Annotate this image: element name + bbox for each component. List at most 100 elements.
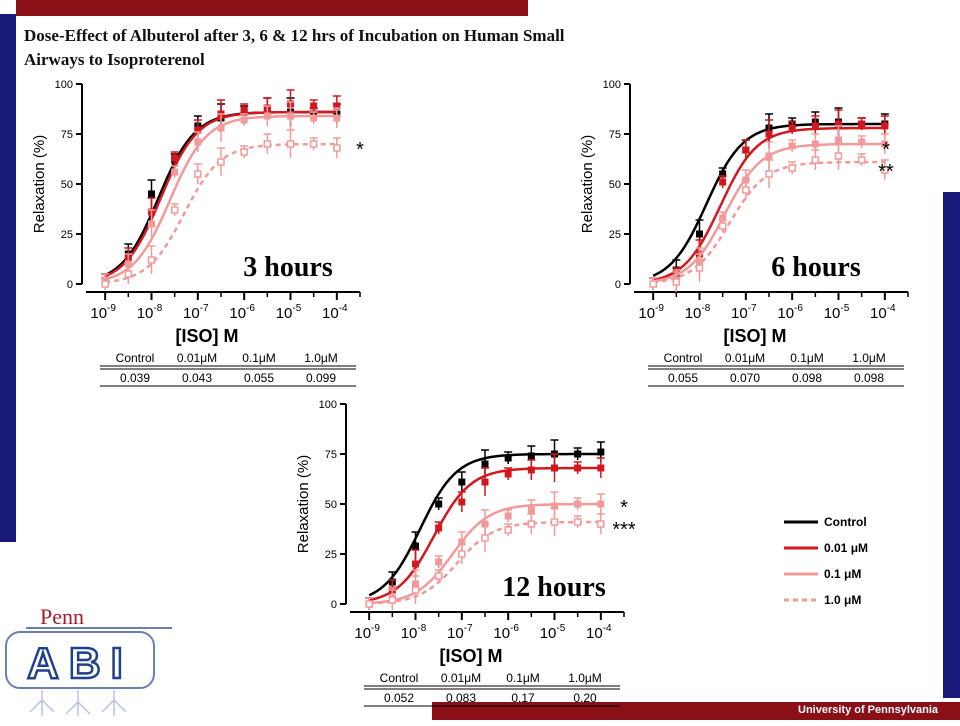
data-point (881, 122, 889, 130)
table-header: Control (664, 351, 703, 365)
data-point (719, 170, 727, 178)
data-point (504, 470, 512, 478)
table-header: Control (380, 671, 419, 685)
data-point (458, 538, 466, 546)
data-point (240, 148, 248, 156)
data-point (333, 144, 341, 152)
y-tick-label: 50 (325, 499, 337, 511)
data-point (388, 596, 397, 604)
logo-penn-text: Penn (40, 604, 84, 629)
y-axis-label: Relaxation (%) (295, 455, 312, 553)
y-tick-label: 100 (603, 79, 621, 91)
x-tick-label: 10-6 (777, 303, 803, 322)
x-tick-label: 10-9 (638, 303, 664, 322)
data-point (287, 112, 294, 120)
data-point (171, 154, 179, 162)
table-header: 0.1μM (790, 351, 824, 365)
data-point (309, 140, 318, 148)
data-point (742, 146, 750, 154)
x-axis-label: [ISO] M (440, 646, 503, 666)
data-point (217, 158, 225, 166)
data-point (458, 478, 466, 486)
page-title: Dose-Effect of Albuterol after 3, 6 & 12… (24, 26, 565, 69)
data-point (527, 520, 536, 528)
y-tick-label: 50 (609, 179, 621, 191)
data-point (858, 120, 866, 128)
data-point (649, 280, 657, 288)
data-point (881, 140, 889, 148)
data-point (171, 168, 179, 176)
data-point (504, 526, 512, 534)
y-tick-label: 100 (55, 79, 73, 91)
y-tick-label: 0 (331, 599, 337, 611)
data-point (811, 140, 819, 148)
x-tick-label: 10-4 (586, 623, 612, 642)
data-point (719, 214, 727, 222)
data-point (835, 120, 842, 128)
table-value: 0.043 (182, 371, 212, 385)
x-tick-label: 10-7 (183, 303, 209, 322)
x-tick-label: 10-8 (401, 623, 427, 642)
data-point (412, 542, 419, 550)
data-point (574, 464, 582, 472)
table-value: 0.098 (854, 371, 884, 385)
table-header: 1.0μM (304, 351, 338, 365)
footer-text: University of Pennsylvania (798, 704, 938, 716)
x-tick-label: 10-6 (493, 623, 519, 642)
table-header: 0.1μM (506, 671, 540, 685)
data-point (333, 102, 341, 110)
logo-abi-text: ABI (27, 639, 133, 688)
data-point (194, 138, 202, 146)
data-point (310, 114, 318, 122)
x-tick-label: 10-9 (90, 303, 116, 322)
y-tick-label: 50 (61, 179, 73, 191)
x-tick-label: 10-6 (229, 303, 255, 322)
data-point (458, 550, 466, 558)
legend-label: 1.0 μM (824, 593, 861, 607)
y-tick-label: 75 (609, 129, 621, 141)
data-point (718, 222, 727, 230)
data-point (834, 152, 843, 160)
data-point (574, 450, 582, 458)
legend-label: 0.01 μM (824, 541, 868, 555)
data-point (811, 122, 819, 130)
data-point (574, 500, 582, 508)
logo-frame (5, 631, 155, 689)
y-tick-label: 25 (325, 549, 337, 561)
data-point (435, 524, 443, 532)
table-value: 0.099 (306, 371, 336, 385)
chart-3-hours: 0 25 50 75 100 Relaxation (%) 10-9 10-8 10-7 10-6… (31, 79, 364, 387)
data-point (672, 278, 681, 286)
table-value: 0.083 (446, 691, 476, 705)
table-header: 0.01μM (725, 351, 765, 365)
y-tick-label: 25 (609, 229, 621, 241)
y-tick-label: 75 (325, 449, 337, 461)
data-point (597, 520, 605, 528)
data-point (551, 502, 558, 510)
data-point (504, 512, 512, 520)
table-value: 0.039 (120, 371, 150, 385)
x-tick-label: 10-4 (870, 303, 896, 322)
x-axis-label: [ISO] M (724, 326, 787, 346)
data-point (881, 166, 889, 174)
data-point (434, 572, 443, 580)
data-point (240, 106, 248, 114)
y-tick-label: 100 (319, 399, 337, 411)
data-point (458, 498, 466, 506)
data-point (597, 448, 605, 456)
data-point (310, 102, 318, 110)
data-point (788, 124, 796, 132)
data-point (412, 560, 419, 568)
data-point (435, 558, 443, 566)
x-axis-label: [ISO] M (176, 326, 239, 346)
data-point (504, 454, 512, 462)
data-point (148, 220, 155, 228)
data-point (527, 466, 535, 474)
panel-label: 3 hours (243, 252, 333, 283)
data-point (597, 500, 605, 508)
data-point (811, 156, 820, 164)
data-point (365, 600, 373, 608)
y-axis-label: Relaxation (%) (579, 135, 596, 233)
data-point (194, 126, 202, 134)
data-point (148, 190, 155, 198)
